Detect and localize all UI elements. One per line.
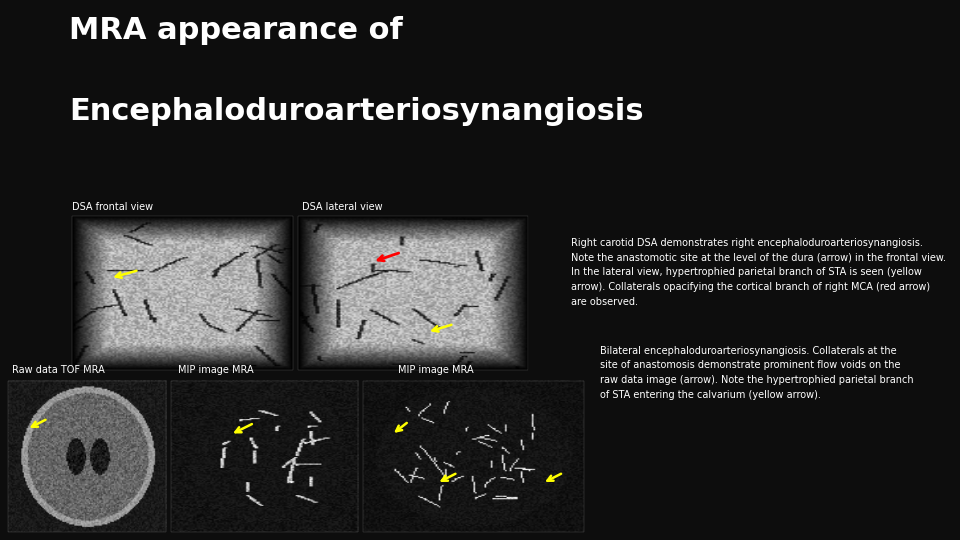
- Bar: [72, 216, 293, 370]
- Bar: [363, 381, 584, 532]
- Text: MRA appearance of: MRA appearance of: [69, 16, 403, 45]
- Text: DSA frontal view: DSA frontal view: [72, 201, 154, 212]
- Text: MIP image MRA: MIP image MRA: [178, 365, 253, 375]
- Bar: [8, 381, 166, 532]
- Text: DSA lateral view: DSA lateral view: [302, 201, 383, 212]
- Text: Encephaloduroarteriosynangiosis: Encephaloduroarteriosynangiosis: [69, 97, 644, 126]
- Text: Right carotid DSA demonstrates right encephaloduroarteriosynangiosis.
Note the a: Right carotid DSA demonstrates right enc…: [571, 238, 947, 307]
- Bar: [171, 381, 358, 532]
- Text: Raw data TOF MRA: Raw data TOF MRA: [12, 365, 105, 375]
- Bar: [298, 216, 528, 370]
- Text: MIP image MRA: MIP image MRA: [398, 365, 474, 375]
- Text: Bilateral encephaloduroarteriosynangiosis. Collaterals at the
site of anastomosi: Bilateral encephaloduroarteriosynangiosi…: [600, 346, 914, 400]
